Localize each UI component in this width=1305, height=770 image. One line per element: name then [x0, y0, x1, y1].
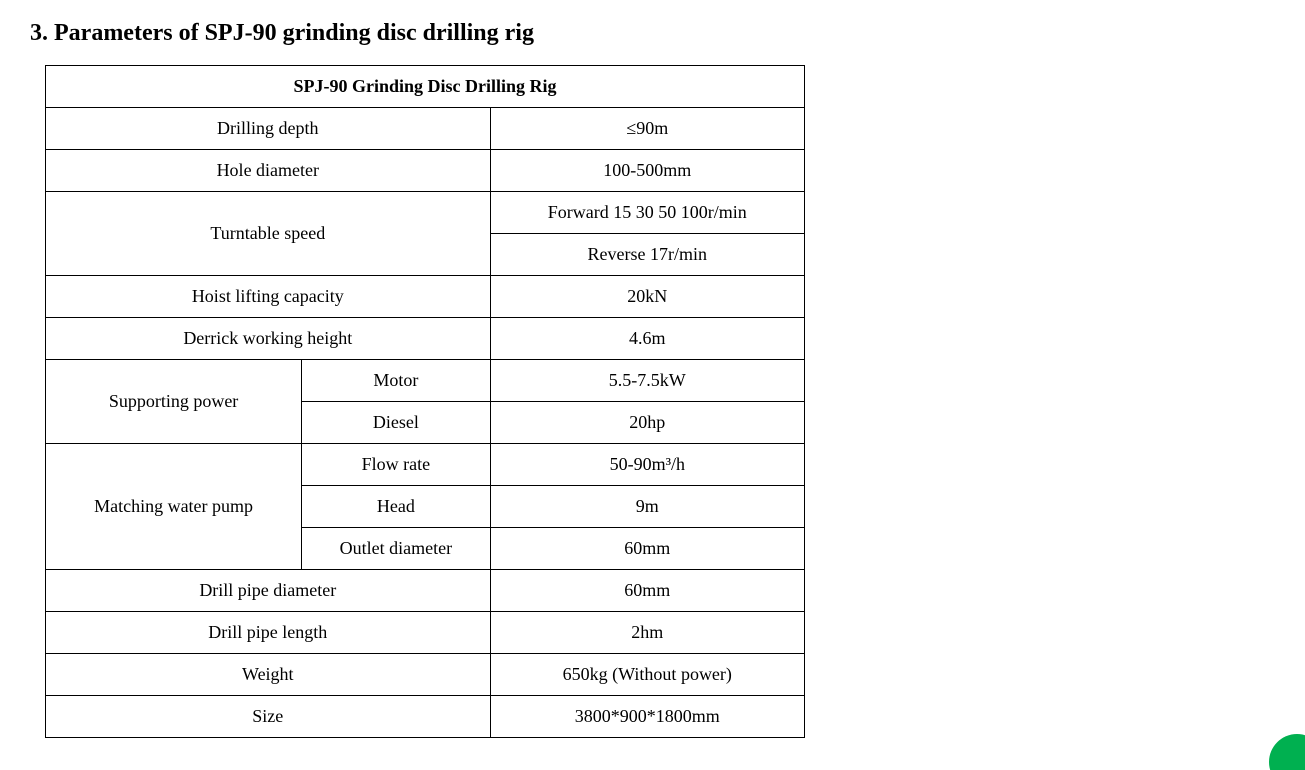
param-value: 20hp [490, 402, 804, 444]
param-label: Turntable speed [46, 192, 491, 276]
param-value: 20kN [490, 276, 804, 318]
table-row: Size 3800*900*1800mm [46, 696, 805, 738]
param-sublabel: Diesel [302, 402, 490, 444]
param-sublabel: Flow rate [302, 444, 490, 486]
param-label: Drill pipe diameter [46, 570, 491, 612]
section-heading: 3. Parameters of SPJ-90 grinding disc dr… [30, 20, 1275, 47]
table-row: Matching water pump Flow rate 50-90m³/h [46, 444, 805, 486]
param-value: Forward 15 30 50 100r/min [490, 192, 804, 234]
table-row: Drill pipe diameter 60mm [46, 570, 805, 612]
table-row: Drill pipe length 2hm [46, 612, 805, 654]
param-label: Size [46, 696, 491, 738]
param-value: 650kg (Without power) [490, 654, 804, 696]
param-label: Matching water pump [46, 444, 302, 570]
param-value: 5.5-7.5kW [490, 360, 804, 402]
param-value: 60mm [490, 528, 804, 570]
param-label: Weight [46, 654, 491, 696]
table-title: SPJ-90 Grinding Disc Drilling Rig [46, 66, 805, 108]
param-label: Supporting power [46, 360, 302, 444]
param-value: 60mm [490, 570, 804, 612]
floating-action-button[interactable] [1269, 734, 1305, 770]
param-sublabel: Outlet diameter [302, 528, 490, 570]
param-value: 4.6m [490, 318, 804, 360]
param-sublabel: Motor [302, 360, 490, 402]
table-row: Supporting power Motor 5.5-7.5kW [46, 360, 805, 402]
table-row: Hoist lifting capacity 20kN [46, 276, 805, 318]
param-value: 9m [490, 486, 804, 528]
param-label: Drilling depth [46, 108, 491, 150]
param-label: Derrick working height [46, 318, 491, 360]
table-row: Drilling depth ≤90m [46, 108, 805, 150]
param-label: Hoist lifting capacity [46, 276, 491, 318]
table-row: Hole diameter 100-500mm [46, 150, 805, 192]
param-value: ≤90m [490, 108, 804, 150]
param-label: Hole diameter [46, 150, 491, 192]
table-row: Turntable speed Forward 15 30 50 100r/mi… [46, 192, 805, 234]
table-row: Derrick working height 4.6m [46, 318, 805, 360]
param-value: Reverse 17r/min [490, 234, 804, 276]
param-value: 2hm [490, 612, 804, 654]
table-row: Weight 650kg (Without power) [46, 654, 805, 696]
parameters-table: SPJ-90 Grinding Disc Drilling Rig Drilli… [45, 65, 805, 738]
param-value: 3800*900*1800mm [490, 696, 804, 738]
param-value: 100-500mm [490, 150, 804, 192]
param-sublabel: Head [302, 486, 490, 528]
param-label: Drill pipe length [46, 612, 491, 654]
param-value: 50-90m³/h [490, 444, 804, 486]
